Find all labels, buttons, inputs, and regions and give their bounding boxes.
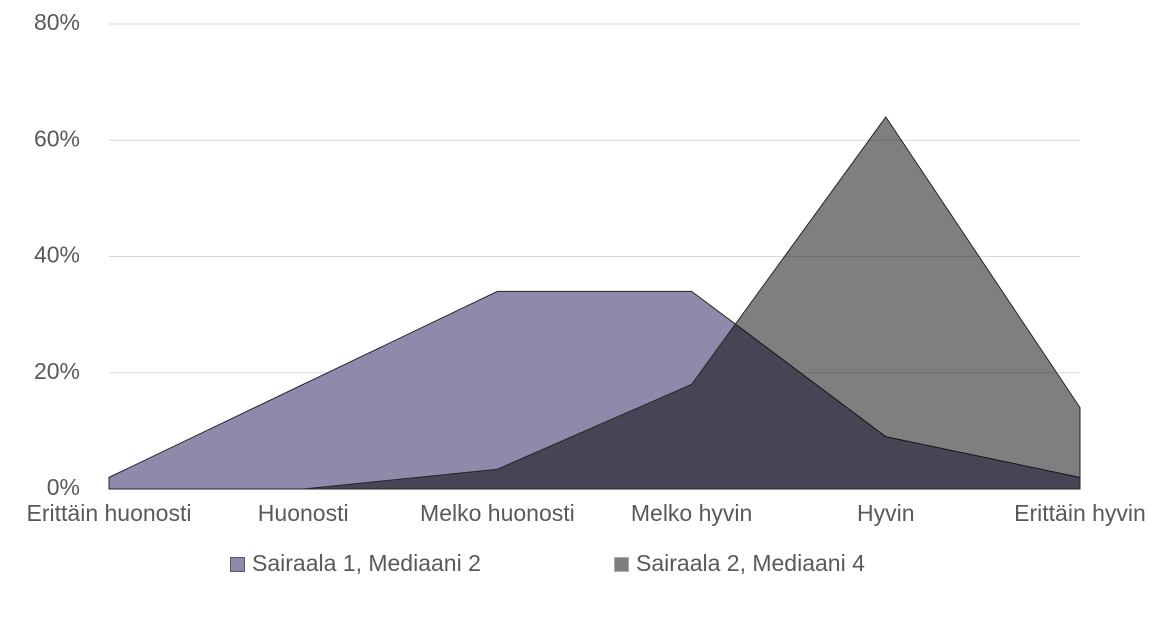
y-tick-label: 60%	[34, 125, 80, 151]
legend-label: Sairaala 1, Mediaani 2	[252, 550, 481, 576]
x-tick-label: Melko hyvin	[630, 500, 753, 526]
x-tick-label: Hyvin	[857, 500, 915, 526]
y-tick-label: 80%	[34, 9, 80, 35]
y-tick-label: 20%	[34, 358, 80, 384]
legend-label: Sairaala 2, Mediaani 4	[636, 550, 865, 576]
area	[109, 116, 1081, 490]
y-tick-label: 0%	[47, 474, 80, 500]
x-tick-label: Erittäin hyvin	[1014, 500, 1146, 526]
x-tick-label: Erittäin huonosti	[26, 500, 192, 526]
legend-swatch	[230, 557, 245, 572]
y-tick-label: 40%	[34, 242, 80, 268]
legend-swatch	[614, 557, 629, 572]
x-tick-label: Melko huonosti	[420, 500, 575, 526]
x-tick-label: Huonosti	[257, 500, 349, 526]
